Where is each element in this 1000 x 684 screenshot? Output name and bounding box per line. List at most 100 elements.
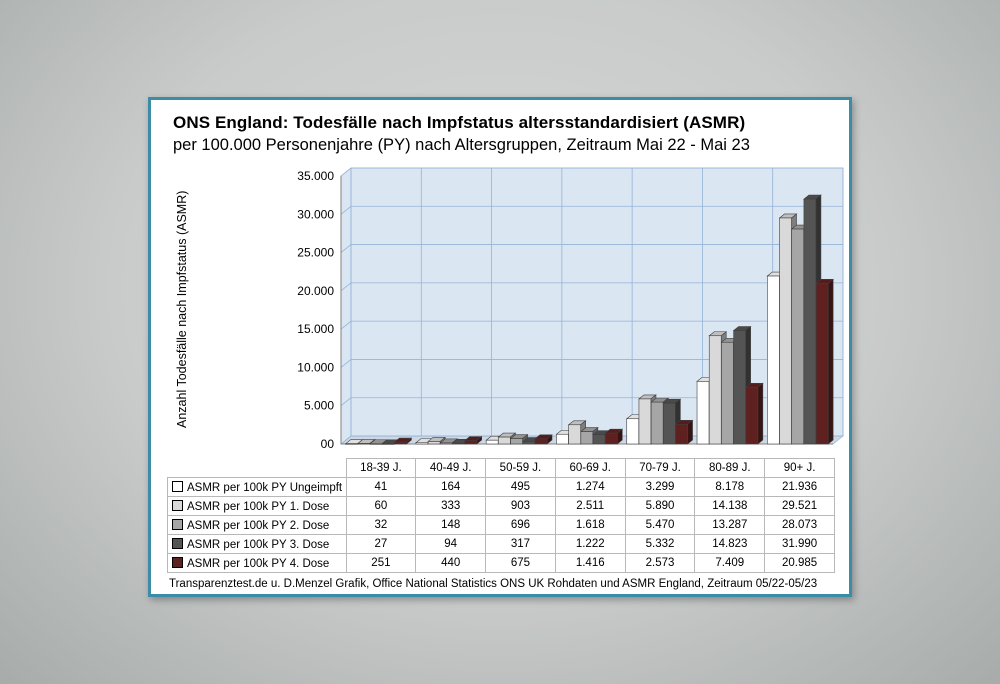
- legend-swatch-icon: [172, 480, 183, 492]
- legend-key-cell: ASMR per 100k PY Ungeimpft: [167, 477, 347, 497]
- category-header-row: 18-39 J. 40-49 J. 50-59 J. 60-69 J. 70-79 J.…: [168, 458, 835, 478]
- value-cell: 251: [345, 553, 417, 573]
- bar-series3-90+ J.: [791, 228, 805, 445]
- y-tick-label: 5.000: [304, 399, 334, 413]
- bar-series2-70-79 J.: [638, 398, 652, 445]
- legend-swatch-icon: [172, 518, 183, 530]
- value-cell: 21.936: [764, 477, 835, 497]
- age-group-header: 70-79 J.: [624, 458, 696, 478]
- legend-label: ASMR per 100k PY Ungeimpft: [187, 481, 343, 494]
- y-tick-label: 10.000: [297, 360, 334, 374]
- y-tick-label: 30.000: [297, 207, 334, 221]
- chart-title: ONS England: Todesfälle nach Impfstatus …: [173, 113, 746, 132]
- bar-series2-50-59 J.: [498, 436, 511, 445]
- bar-series4-18-39 J.: [381, 443, 395, 445]
- value-cell: 94: [415, 534, 487, 554]
- chart-area: 00 5.000 10.000 15.000 20.000 25.000 30.000 35.…: [291, 164, 847, 461]
- value-cell: 28.073: [764, 515, 835, 535]
- value-cell: 32: [345, 515, 417, 535]
- table-row: ASMR per 100k PY Ungeimpft 41 164 495 1.274 3…: [167, 477, 835, 497]
- value-cell: 29.521: [764, 496, 835, 516]
- table-row: ASMR per 100k PY 1. Dose 60 333 903 2.511 5.8…: [167, 496, 835, 516]
- bar-series4-80-89 J.: [733, 330, 746, 445]
- bar-series5-40-49 J.: [464, 440, 477, 445]
- value-cell: 8.178: [694, 477, 766, 497]
- age-group-header: 50-59 J.: [485, 458, 556, 478]
- table-header: 18-39 J. 40-49 J. 50-59 J. 60-69 J. 70-79 J.…: [168, 458, 835, 478]
- value-cell: 440: [415, 553, 487, 573]
- age-group-header: 40-49 J.: [415, 458, 487, 478]
- age-group-header: 90+ J.: [764, 458, 835, 478]
- value-cell: 7.409: [694, 553, 766, 573]
- bar-series3-80-89 J.: [721, 341, 734, 445]
- bar-series1-50-59 J.: [485, 439, 499, 445]
- y-tick-label: 15.000: [297, 322, 334, 336]
- value-cell: 5.470: [624, 515, 696, 535]
- value-cell: 13.287: [694, 515, 766, 535]
- legend-key-cell: ASMR per 100k PY 3. Dose: [167, 534, 347, 554]
- bar-series3-18-39 J.: [369, 443, 383, 445]
- bar-series1-40-49 J.: [415, 442, 429, 445]
- value-cell: 1.416: [554, 553, 626, 573]
- bar-series3-50-59 J.: [510, 438, 523, 445]
- data-table: 18-39 J. 40-49 J. 50-59 J. 60-69 J. 70-79 J.…: [167, 458, 835, 573]
- value-cell: 903: [485, 496, 556, 516]
- bar-series5-50-59 J.: [534, 438, 548, 445]
- source-footer: Transparenztest.de u. D.Menzel Grafik, O…: [169, 578, 818, 590]
- y-tick-label: 25.000: [297, 246, 334, 260]
- y-axis-label: Anzahl Todesfälle nach Impfstatus (ASMR): [175, 190, 189, 428]
- value-cell: 2.573: [624, 553, 696, 573]
- bar-series2-90+ J.: [779, 217, 792, 445]
- table-corner-cell: [168, 459, 347, 478]
- bar-series5-80-89 J.: [745, 386, 759, 445]
- value-cell: 1.618: [554, 515, 626, 535]
- bar-series4-60-69 J.: [592, 434, 606, 445]
- value-cell: 14.823: [694, 534, 766, 554]
- y-tick-label: 00: [321, 437, 335, 451]
- bar-series5-18-39 J.: [394, 441, 407, 445]
- legend-key-cell: ASMR per 100k PY 1. Dose: [167, 496, 347, 516]
- bar-series3-60-69 J.: [580, 431, 594, 445]
- bar-series3-70-79 J.: [650, 401, 664, 445]
- bar-series2-60-69 J.: [568, 424, 581, 445]
- y-tick-label: 20.000: [297, 284, 334, 298]
- value-cell: 495: [485, 477, 556, 497]
- bar-series2-80-89 J.: [708, 335, 722, 445]
- bar-series5-60-69 J.: [604, 432, 618, 445]
- table-body: ASMR per 100k PY Ungeimpft 41 164 495 1.274 3…: [167, 477, 835, 573]
- value-cell: 1.222: [554, 534, 626, 554]
- value-cell: 675: [485, 553, 556, 573]
- bar-series4-70-79 J.: [663, 402, 676, 445]
- bar-series3-40-49 J.: [439, 442, 453, 445]
- bar-series4-40-49 J.: [452, 442, 465, 445]
- value-cell: 5.332: [624, 534, 696, 554]
- chart-subtitle: per 100.000 Personenjahre (PY) nach Alte…: [173, 136, 750, 154]
- bar-series1-70-79 J.: [626, 418, 640, 445]
- age-group-header: 60-69 J.: [554, 458, 626, 478]
- bar-series5-70-79 J.: [675, 423, 688, 445]
- value-cell: 148: [415, 515, 487, 535]
- value-cell: 1.274: [554, 477, 626, 497]
- bar-chart-canvas: 00 5.000 10.000 15.000 20.000 25.000 30.000 35.…: [297, 167, 844, 451]
- age-group-header: 18-39 J.: [345, 458, 417, 478]
- legend-swatch-icon: [172, 499, 183, 511]
- age-group-header: 80-89 J.: [694, 458, 766, 478]
- bar-series4-50-59 J.: [522, 441, 536, 445]
- legend-swatch-icon: [172, 537, 183, 549]
- table-row: ASMR per 100k PY 4. Dose 251 440 675 1.416 2.…: [167, 553, 835, 573]
- legend-swatch-icon: [172, 556, 183, 568]
- y-tick-label: 35.000: [297, 169, 334, 183]
- bar-series2-40-49 J.: [427, 441, 441, 445]
- value-cell: 14.138: [694, 496, 766, 516]
- value-cell: 41: [345, 477, 417, 497]
- chart-panel: ONS England: Todesfälle nach Impfstatus …: [148, 97, 852, 597]
- table-row: ASMR per 100k PY 3. Dose 27 94 317 1.222 5.33…: [167, 534, 835, 554]
- bar-series2-18-39 J.: [357, 443, 371, 445]
- value-cell: 164: [415, 477, 487, 497]
- bar-series5-90+ J.: [815, 283, 829, 445]
- value-cell: 31.990: [764, 534, 835, 554]
- value-cell: 2.511: [554, 496, 626, 516]
- bar-series1-90+ J.: [767, 275, 780, 445]
- legend-label: ASMR per 100k PY 2. Dose: [187, 519, 330, 532]
- table-row: ASMR per 100k PY 2. Dose 32 148 696 1.618 5.4…: [167, 515, 835, 535]
